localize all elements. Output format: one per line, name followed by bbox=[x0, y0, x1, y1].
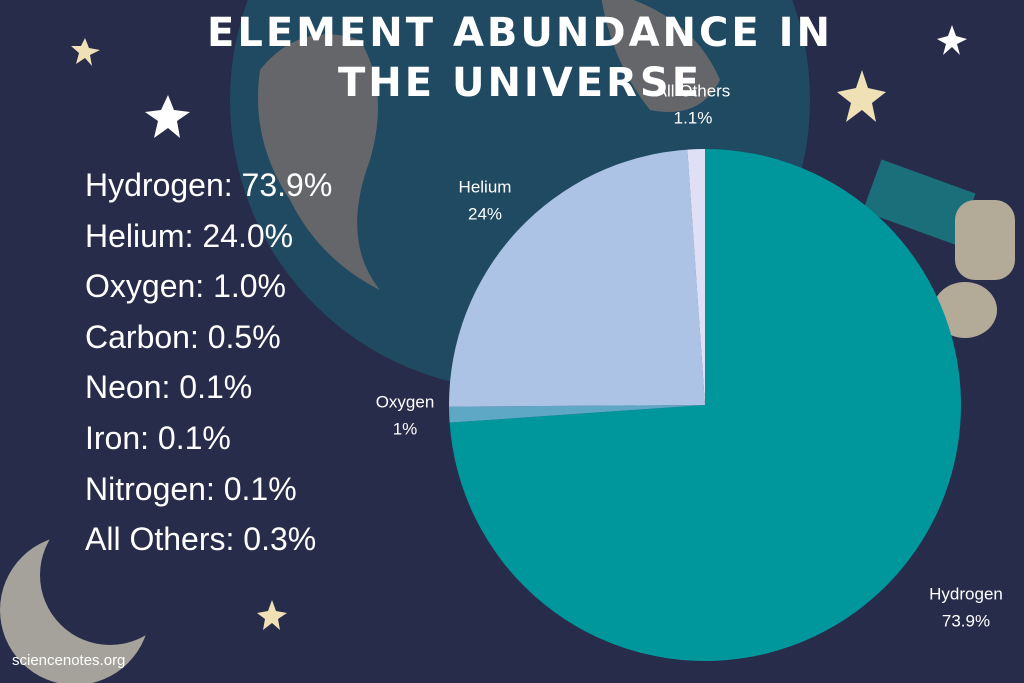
slice-label: All Others bbox=[656, 81, 731, 100]
slice-label: Hydrogen bbox=[929, 584, 1003, 603]
slice-value-label: 1.1% bbox=[674, 108, 713, 127]
list-item: All Others: 0.3% bbox=[85, 521, 317, 558]
list-item: Oxygen: 1.0% bbox=[85, 268, 286, 305]
pie-slice bbox=[449, 149, 961, 661]
pie-slice bbox=[687, 149, 705, 405]
slice-label: Helium bbox=[459, 177, 512, 196]
slice-label: Oxygen bbox=[376, 392, 435, 411]
slice-value-label: 1% bbox=[393, 419, 418, 438]
source: sciencenotes.org bbox=[12, 652, 126, 669]
pie-slice bbox=[449, 405, 705, 423]
list-item: Helium: 24.0% bbox=[85, 217, 294, 254]
pie-slice bbox=[449, 149, 705, 407]
chart-title: ELEMENT ABUNDANCE IN THE UNIVERSE bbox=[207, 10, 833, 106]
list-item: Iron: 0.1% bbox=[85, 419, 231, 456]
list-item: Nitrogen: 0.1% bbox=[85, 470, 297, 507]
list-item: Carbon: 0.5% bbox=[85, 318, 281, 355]
abundance-list: Hydrogen: 73.9% Helium: 24.0% Oxygen: 1.0%… bbox=[85, 160, 332, 565]
list-item: Hydrogen: 73.9% bbox=[85, 167, 333, 203]
list-item: Neon: 0.1% bbox=[85, 369, 253, 406]
slice-value-label: 73.9% bbox=[942, 611, 990, 630]
slice-value-label: 24% bbox=[468, 204, 502, 223]
